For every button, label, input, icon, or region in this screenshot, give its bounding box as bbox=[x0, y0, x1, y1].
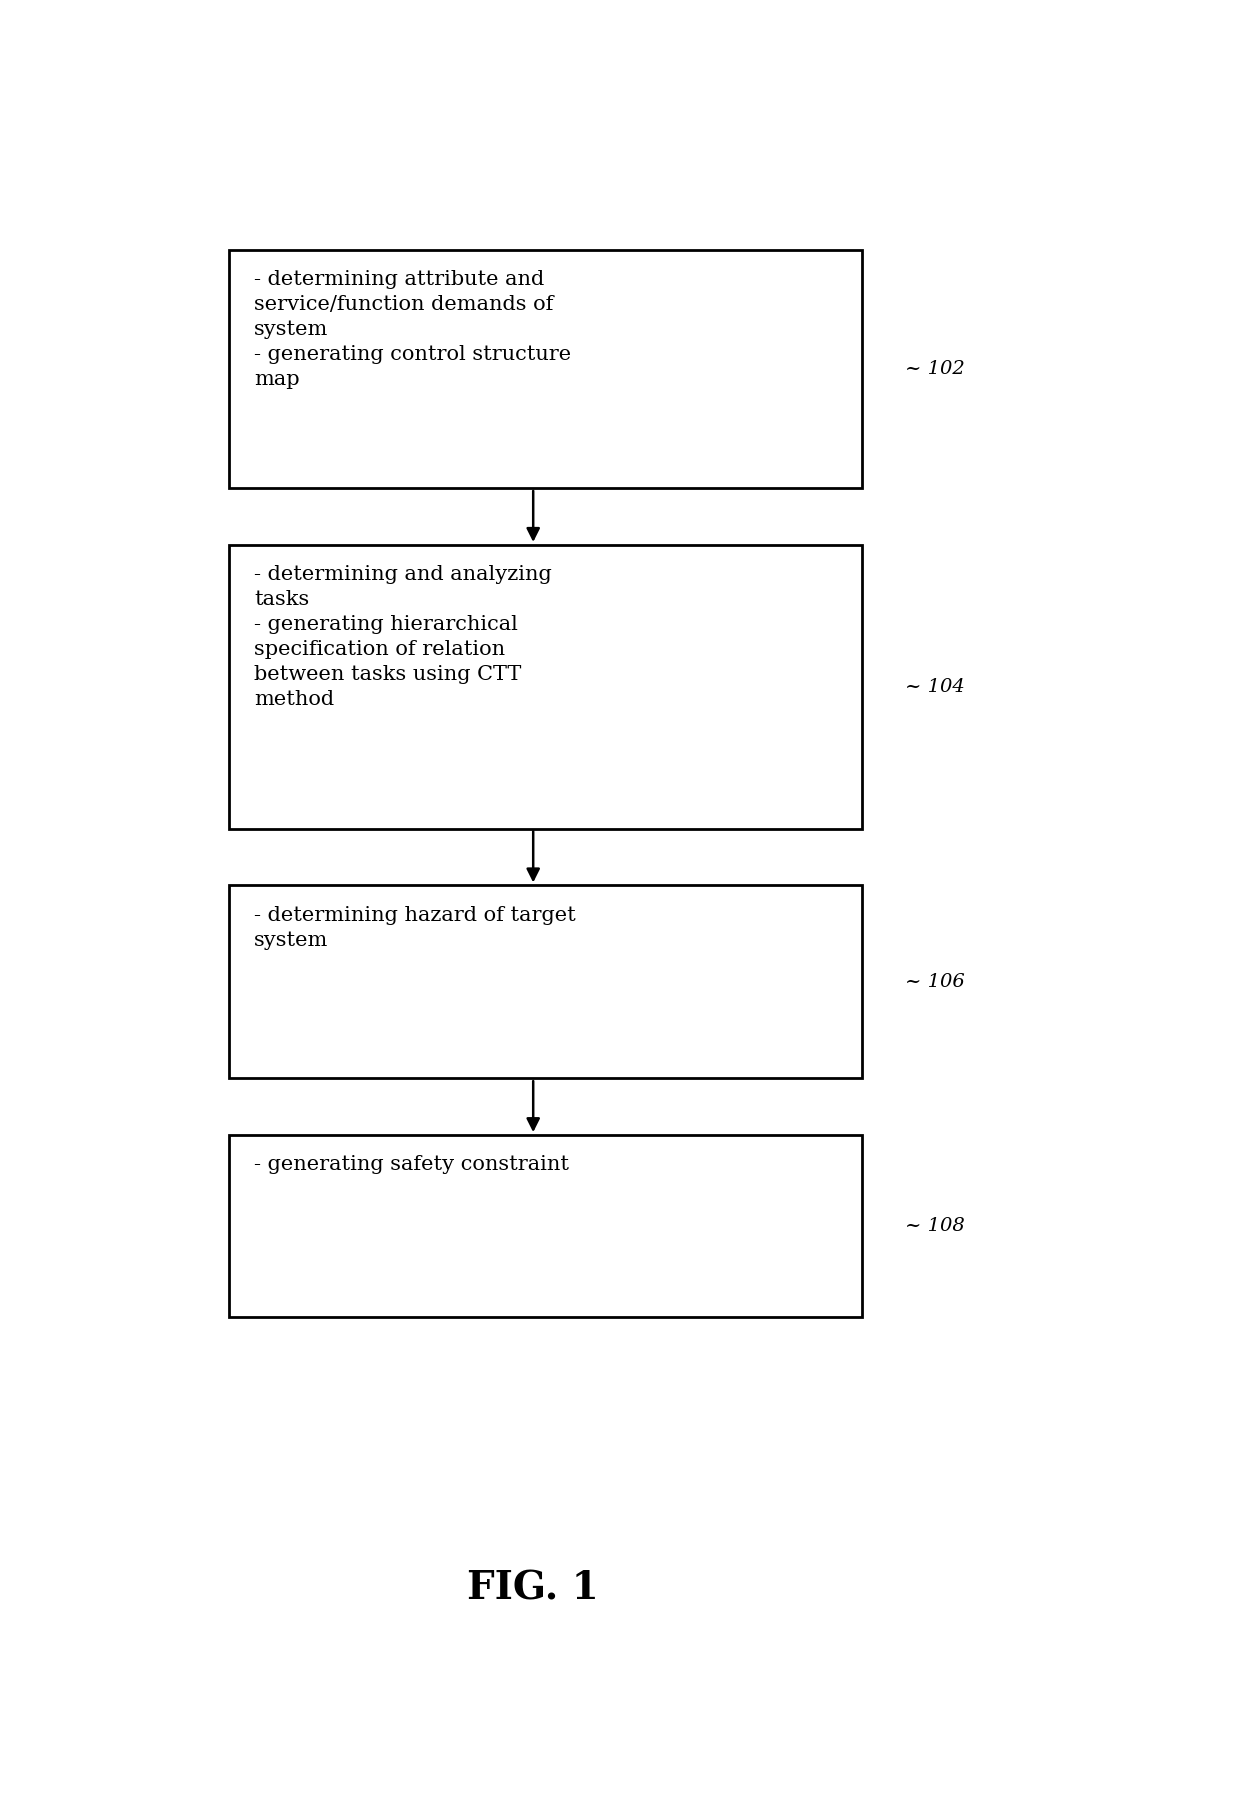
Bar bbox=[229, 545, 862, 828]
Text: - determining attribute and
service/function demands of
system
- generating cont: - determining attribute and service/func… bbox=[254, 271, 572, 389]
Text: - determining and analyzing
tasks
- generating hierarchical
specification of rel: - determining and analyzing tasks - gene… bbox=[254, 565, 552, 710]
Text: - determining hazard of target
system: - determining hazard of target system bbox=[254, 906, 575, 950]
Bar bbox=[229, 884, 862, 1079]
Bar bbox=[229, 249, 862, 489]
Text: ~ 102: ~ 102 bbox=[905, 360, 965, 378]
Text: FIG. 1: FIG. 1 bbox=[467, 1571, 599, 1607]
Text: ~ 106: ~ 106 bbox=[905, 973, 965, 992]
Bar bbox=[229, 1135, 862, 1317]
Text: ~ 104: ~ 104 bbox=[905, 677, 965, 696]
Text: - generating safety constraint: - generating safety constraint bbox=[254, 1155, 569, 1175]
Text: ~ 108: ~ 108 bbox=[905, 1217, 965, 1235]
